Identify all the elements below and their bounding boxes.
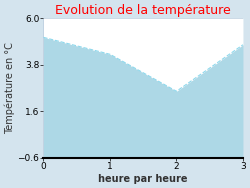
X-axis label: heure par heure: heure par heure — [98, 174, 188, 184]
Title: Evolution de la température: Evolution de la température — [55, 4, 231, 17]
Y-axis label: Température en °C: Température en °C — [4, 42, 15, 134]
